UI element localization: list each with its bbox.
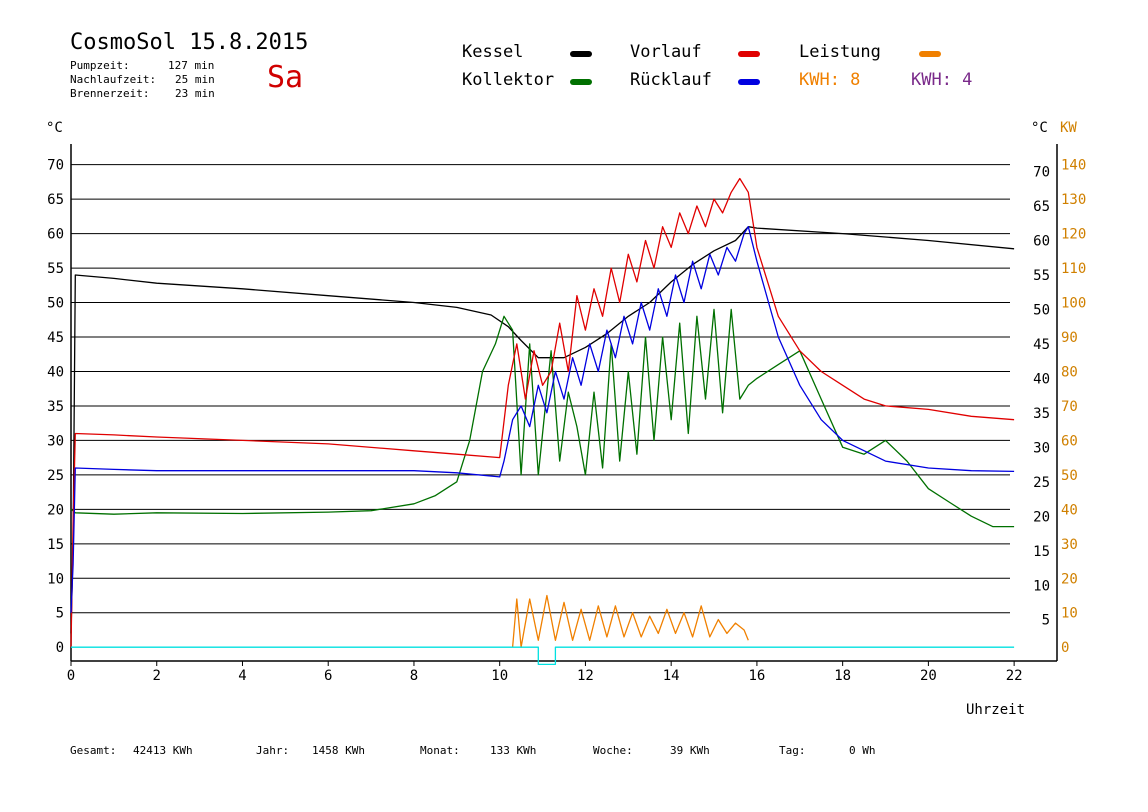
y-tick-left-65: 65: [47, 192, 64, 208]
y-tick-left-45: 45: [47, 330, 64, 346]
y-tick-right-kw-100: 100: [1061, 296, 1086, 312]
y-tick-right-c-30: 30: [1033, 440, 1050, 456]
legend-leistung-swatch: [919, 51, 941, 57]
series-line-rcklauf: [70, 226, 1015, 613]
right-axis-unit-celsius: °C: [1031, 120, 1048, 136]
footer-gesamt-value: 42413 KWh: [133, 744, 193, 757]
x-axis-label: Uhrzeit: [966, 702, 1026, 718]
y-tick-right-kw-50: 50: [1061, 468, 1078, 484]
y-tick-left-40: 40: [47, 364, 64, 380]
y-tick-left-15: 15: [47, 537, 64, 553]
x-tick-label-4: 4: [238, 668, 246, 684]
x-tick-label-0: 0: [67, 668, 75, 684]
y-tick-right-kw-120: 120: [1061, 227, 1086, 243]
footer-monat-value: 133 KWh: [490, 744, 537, 757]
y-tick-right-kw-110: 110: [1061, 261, 1086, 277]
series-line-kollektor: [70, 308, 1015, 528]
y-tick-left-50: 50: [47, 296, 64, 312]
y-tick-right-kw-130: 130: [1061, 192, 1086, 208]
y-tick-left-30: 30: [47, 433, 64, 449]
series-line-baseline: [71, 646, 1015, 666]
y-tick-left-10: 10: [47, 571, 64, 587]
y-tick-right-kw-30: 30: [1061, 537, 1078, 553]
y-tick-right-kw-0: 0: [1061, 640, 1069, 656]
y-tick-right-kw-90: 90: [1061, 330, 1078, 346]
y-tick-right-c-60: 60: [1033, 234, 1050, 250]
y-tick-left-20: 20: [47, 502, 64, 518]
right-axis-unit-kw: KW: [1060, 120, 1077, 136]
x-tick-label-16: 16: [748, 668, 765, 684]
y-tick-right-kw-140: 140: [1061, 158, 1086, 174]
y-tick-left-0: 0: [56, 640, 64, 656]
y-tick-right-kw-70: 70: [1061, 399, 1078, 415]
y-tick-right-c-55: 55: [1033, 268, 1050, 284]
footer-monat-label: Monat:: [420, 744, 460, 757]
stat-brennerzeit-value: 23 min: [175, 87, 215, 100]
stat-pumpzeit-value: 127 min: [168, 59, 215, 72]
chart-title: CosmoSol 15.8.2015: [70, 30, 309, 55]
legend-kollektor-label: Kollektor: [462, 70, 555, 90]
stat-nachlaufzeit-value: 25 min: [175, 73, 215, 86]
y-tick-left-25: 25: [47, 468, 64, 484]
legend-kessel-label: Kessel: [462, 42, 524, 62]
x-tick-label-10: 10: [491, 668, 508, 684]
footer-woche-value: 39 KWh: [670, 744, 710, 757]
legend-vorlauf-label: Vorlauf: [630, 42, 702, 62]
x-tick-label-22: 22: [1006, 668, 1023, 684]
stat-nachlaufzeit-label: Nachlaufzeit:: [70, 73, 157, 86]
y-tick-right-c-5: 5: [1042, 613, 1050, 629]
footer-tag-label: Tag:: [779, 744, 806, 757]
legend-kwh-second: KWH: 4: [911, 70, 973, 90]
y-tick-right-c-45: 45: [1033, 337, 1050, 353]
y-tick-right-c-50: 50: [1033, 303, 1050, 319]
x-tick-label-18: 18: [834, 668, 851, 684]
y-tick-left-35: 35: [47, 399, 64, 415]
x-tick-label-12: 12: [577, 668, 594, 684]
y-tick-right-kw-10: 10: [1061, 606, 1078, 622]
x-tick-label-14: 14: [663, 668, 680, 684]
series-line-leistung: [511, 594, 749, 648]
y-tick-right-kw-80: 80: [1061, 364, 1078, 380]
stat-pumpzeit-label: Pumpzeit:: [70, 59, 130, 72]
legend-ruecklauf-label: Rücklauf: [630, 70, 712, 90]
footer-tag-value: 0 Wh: [849, 744, 876, 757]
x-tick-label-20: 20: [920, 668, 937, 684]
legend-kollektor-swatch: [570, 79, 592, 85]
footer-gesamt-label: Gesamt:: [70, 744, 117, 757]
y-tick-left-70: 70: [47, 158, 64, 174]
series-line-kessel: [70, 226, 1015, 634]
y-tick-right-kw-40: 40: [1061, 502, 1078, 518]
footer-jahr-label: Jahr:: [256, 744, 290, 757]
stat-brennerzeit-label: Brennerzeit:: [70, 87, 150, 100]
y-tick-right-c-65: 65: [1033, 199, 1050, 215]
legend-kessel-swatch: [570, 51, 592, 57]
x-tick-label-8: 8: [410, 668, 418, 684]
left-axis-unit: °C: [46, 120, 63, 136]
series-line-vorlauf: [70, 177, 1015, 648]
legend-kwh-leistung: KWH: 8: [799, 70, 861, 90]
y-tick-right-c-70: 70: [1033, 165, 1050, 181]
weekday-label: Sa: [267, 60, 304, 95]
legend-ruecklauf-swatch: [738, 79, 760, 85]
y-tick-right-c-40: 40: [1033, 371, 1050, 387]
y-tick-left-55: 55: [47, 261, 64, 277]
y-tick-right-kw-20: 20: [1061, 571, 1078, 587]
y-tick-right-c-25: 25: [1033, 475, 1050, 491]
y-tick-right-c-35: 35: [1033, 406, 1050, 422]
footer-woche-label: Woche:: [593, 744, 633, 757]
y-tick-left-60: 60: [47, 227, 64, 243]
legend-vorlauf-swatch: [738, 51, 760, 57]
y-tick-left-5: 5: [56, 606, 64, 622]
x-tick-label-2: 2: [153, 668, 161, 684]
legend-leistung-label: Leistung: [799, 42, 881, 62]
y-tick-right-kw-60: 60: [1061, 433, 1078, 449]
y-tick-right-c-10: 10: [1033, 578, 1050, 594]
footer-jahr-value: 1458 KWh: [312, 744, 365, 757]
y-tick-right-c-20: 20: [1033, 509, 1050, 525]
x-tick-label-6: 6: [324, 668, 332, 684]
y-tick-right-c-15: 15: [1033, 544, 1050, 560]
